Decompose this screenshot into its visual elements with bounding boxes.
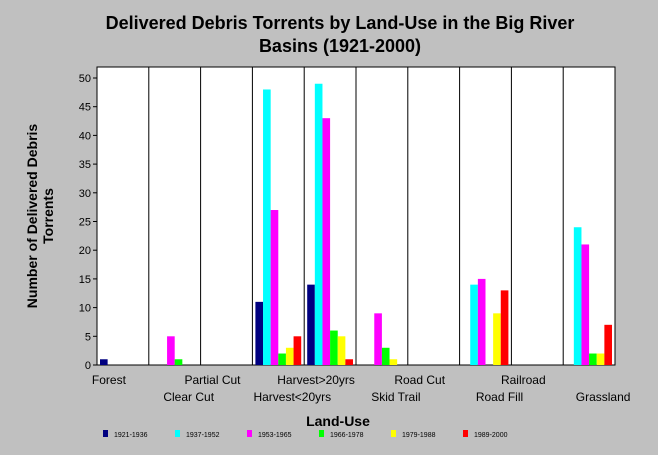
y-tick-label: 25 <box>79 217 91 229</box>
legend-swatch <box>319 430 324 437</box>
bar <box>589 353 597 365</box>
bar <box>604 324 612 365</box>
bars <box>100 83 612 366</box>
y-axis-title-line-2: Torrents <box>40 188 56 244</box>
y-tick-label: 10 <box>79 303 91 315</box>
bar <box>345 359 353 365</box>
legend-swatch <box>391 430 396 437</box>
x-category-label: Road Cut <box>394 373 445 387</box>
x-category-label: Clear Cut <box>163 390 214 404</box>
chart-title: Delivered Debris Torrents by Land-Use in… <box>40 12 640 58</box>
legend-swatch <box>175 430 180 437</box>
legend-label: 1937-1952 <box>186 432 220 439</box>
chart-title-line-2: Basins (1921-2000) <box>258 36 422 56</box>
bar <box>477 278 486 365</box>
bar <box>500 290 509 365</box>
legend-swatch <box>103 430 108 437</box>
legend-swatch <box>463 430 468 437</box>
bar <box>174 359 183 365</box>
legend-label: 1966-1978 <box>330 432 364 439</box>
bar <box>374 313 382 365</box>
bar <box>263 89 271 365</box>
bar <box>293 336 302 365</box>
bar <box>167 336 175 365</box>
bar <box>322 118 331 366</box>
legend-label: 1921-1936 <box>114 432 148 439</box>
bar <box>330 330 338 365</box>
bar <box>596 353 605 365</box>
bar <box>381 347 390 365</box>
bar <box>493 313 501 365</box>
bar <box>581 244 590 365</box>
bar <box>389 359 398 365</box>
y-axis-title-line-1: Number of Delivered Debris <box>24 124 40 309</box>
y-tick-label: 5 <box>85 331 91 343</box>
category-dividers <box>148 67 564 365</box>
x-category-label: Harvest>20yrs <box>277 373 355 387</box>
y-tick-label: 45 <box>79 102 91 114</box>
legend-label: 1989-2000 <box>474 432 508 439</box>
y-tick-label: 20 <box>79 245 91 257</box>
bar <box>337 336 346 365</box>
chart-title-line-1: Delivered Debris Torrents by Land-Use in… <box>105 13 575 33</box>
y-tick-label: 50 <box>79 73 91 85</box>
bar <box>278 353 286 365</box>
x-category-label: Road Fill <box>476 390 523 404</box>
y-axis-title: Number of Delivered Debris Torrents <box>24 124 56 309</box>
y-tick-label: 35 <box>79 159 91 171</box>
y-tick-label: 0 <box>85 360 91 372</box>
bar <box>573 227 582 365</box>
bar <box>285 347 294 365</box>
x-category-label: Skid Trail <box>371 390 420 404</box>
bar <box>314 83 323 366</box>
y-tick-label: 40 <box>79 130 91 142</box>
legend-swatch <box>247 430 252 437</box>
y-tick-label: 30 <box>79 188 91 200</box>
x-axis-categories: Forest Clear Cut Partial Cut Harvest<20yrs H… <box>92 373 631 404</box>
bar <box>270 210 279 365</box>
y-axis-ticks: 0 5 10 15 20 25 30 35 40 45 50 <box>79 73 97 372</box>
bar <box>100 359 108 365</box>
y-tick-label: 15 <box>79 274 91 286</box>
x-axis-title: Land-Use <box>306 413 370 429</box>
x-category-label: Railroad <box>501 373 546 387</box>
bar <box>307 284 315 365</box>
x-category-label: Partial Cut <box>184 373 241 387</box>
x-category-label: Harvest<20yrs <box>253 390 331 404</box>
bar <box>255 301 264 365</box>
legend: 1921-1936 1937-1952 1953-1965 1966-1978 1979… <box>103 430 508 439</box>
x-category-label: Grassland <box>576 390 631 404</box>
bar <box>470 284 478 365</box>
x-category-label: Forest <box>92 373 127 387</box>
legend-label: 1979-1988 <box>402 432 436 439</box>
legend-label: 1953-1965 <box>258 432 292 439</box>
